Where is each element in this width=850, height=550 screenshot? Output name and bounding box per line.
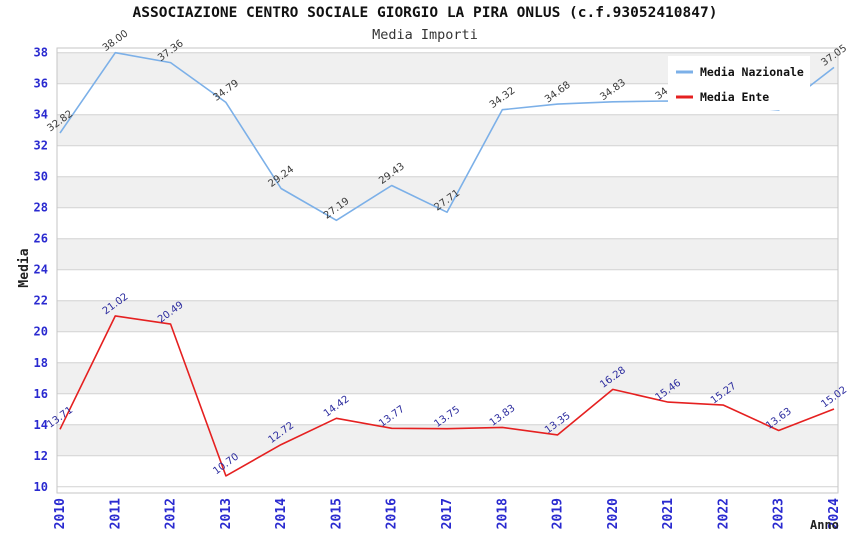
svg-text:2019: 2019 — [551, 498, 566, 529]
legend-box — [668, 56, 810, 110]
svg-text:32: 32 — [34, 139, 48, 153]
svg-text:2010: 2010 — [53, 498, 68, 529]
svg-text:2012: 2012 — [164, 498, 179, 529]
svg-text:2023: 2023 — [772, 498, 787, 529]
svg-text:34: 34 — [34, 108, 48, 122]
svg-text:26: 26 — [34, 232, 48, 246]
svg-text:2021: 2021 — [661, 498, 676, 529]
svg-text:2013: 2013 — [219, 498, 234, 529]
svg-text:2022: 2022 — [716, 498, 731, 529]
legend-label-media-nazionale: Media Nazionale — [700, 65, 804, 79]
svg-text:2020: 2020 — [606, 498, 621, 529]
x-axis-labels: 2010 2011 2012 2013 2014 2015 2016 2017 2018 2019… — [53, 498, 842, 529]
svg-text:2015: 2015 — [329, 498, 344, 529]
svg-text:10: 10 — [34, 480, 48, 494]
svg-text:22: 22 — [34, 294, 48, 308]
svg-text:20: 20 — [34, 325, 48, 339]
x-axis-title: Anno — [810, 518, 839, 532]
legend-label-media-ente: Media Ente — [700, 90, 769, 104]
chart-subtitle: Media Importi — [372, 27, 478, 43]
svg-text:18: 18 — [34, 356, 48, 370]
svg-text:2018: 2018 — [495, 498, 510, 529]
svg-text:28: 28 — [34, 201, 48, 215]
svg-text:36: 36 — [34, 77, 48, 91]
svg-text:12: 12 — [34, 449, 48, 463]
svg-text:38: 38 — [34, 46, 48, 60]
svg-text:2017: 2017 — [440, 498, 455, 529]
chart-title: ASSOCIAZIONE CENTRO SOCIALE GIORGIO LA P… — [132, 5, 718, 21]
svg-text:24: 24 — [34, 263, 48, 277]
y-axis-labels: 10 12 14 16 18 20 22 24 26 28 30 32 34 36 38 — [34, 46, 48, 494]
svg-text:16: 16 — [34, 387, 48, 401]
svg-text:2011: 2011 — [108, 498, 123, 529]
svg-text:2024: 2024 — [827, 498, 842, 529]
svg-text:2014: 2014 — [274, 498, 289, 529]
plot-border — [56, 47, 839, 494]
svg-text:2016: 2016 — [385, 498, 400, 529]
plot-bands — [57, 52, 838, 456]
svg-text:14: 14 — [34, 418, 48, 432]
y-axis-title: Media — [17, 248, 32, 287]
svg-text:30: 30 — [34, 170, 48, 184]
series-line-media-ente — [59, 315, 835, 477]
legend: Media Nazionale Media Ente — [668, 56, 810, 110]
